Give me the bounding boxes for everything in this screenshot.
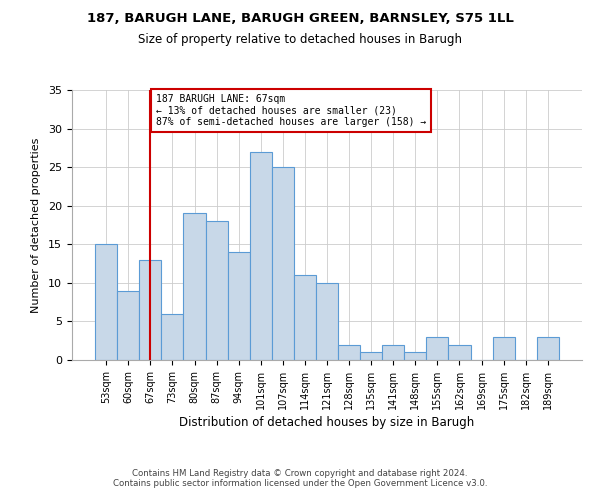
Bar (161, 314, 184, 360)
Bar (117, 290, 139, 360)
Text: Contains public sector information licensed under the Open Government Licence v3: Contains public sector information licen… (113, 478, 487, 488)
Bar (448, 344, 470, 360)
Bar (184, 214, 206, 360)
Y-axis label: Number of detached properties: Number of detached properties (31, 138, 41, 312)
Text: 187 BARUGH LANE: 67sqm
← 13% of detached houses are smaller (23)
87% of semi-det: 187 BARUGH LANE: 67sqm ← 13% of detached… (156, 94, 426, 127)
Text: 187, BARUGH LANE, BARUGH GREEN, BARNSLEY, S75 1LL: 187, BARUGH LANE, BARUGH GREEN, BARNSLEY… (86, 12, 514, 26)
Bar (294, 275, 316, 360)
Bar (427, 337, 448, 360)
Bar (493, 337, 515, 360)
Bar (250, 152, 272, 360)
Bar (404, 352, 427, 360)
Text: Contains HM Land Registry data © Crown copyright and database right 2024.: Contains HM Land Registry data © Crown c… (132, 468, 468, 477)
Bar (537, 337, 559, 360)
Bar (382, 344, 404, 360)
Bar (272, 167, 294, 360)
Bar (338, 344, 360, 360)
Bar (206, 221, 227, 360)
X-axis label: Distribution of detached houses by size in Barugh: Distribution of detached houses by size … (179, 416, 475, 429)
Bar (139, 260, 161, 360)
Bar (360, 352, 382, 360)
Text: Size of property relative to detached houses in Barugh: Size of property relative to detached ho… (138, 32, 462, 46)
Bar (316, 283, 338, 360)
Bar (95, 244, 117, 360)
Bar (227, 252, 250, 360)
